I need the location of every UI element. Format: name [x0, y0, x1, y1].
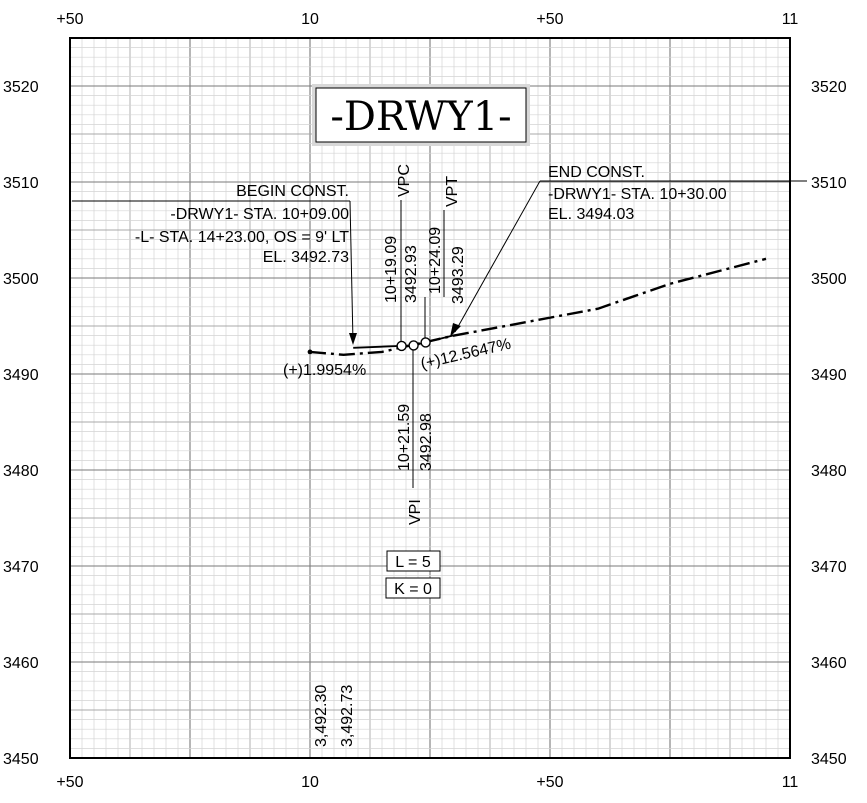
plot-frame [69, 37, 791, 759]
leader-arrow [450, 323, 461, 337]
begin-const-offset: -L- STA. 14+23.00, OS = 9' LT [135, 229, 349, 246]
axis-ticks: +50 10 +50 11 +50 10 +50 11 3520 3510 35… [3, 11, 847, 791]
left-tick-label: 3520 [3, 79, 39, 96]
end-const-header: END CONST. [548, 164, 645, 181]
grade-in-label: (+)1.9954% [283, 362, 366, 379]
top-tick-label: 10 [301, 11, 319, 28]
curve-length-label: L = 5 [395, 554, 431, 571]
existing-elevation-label: 3,492.30 [313, 685, 330, 747]
vpt-callout: VPT 10+24.09 3493.29 [424, 176, 467, 338]
left-tick-label: 3460 [3, 655, 39, 672]
title-box: -DRWY1- [312, 84, 530, 146]
bottom-tick-label: 11 [782, 774, 799, 791]
right-tick-label: 3460 [811, 655, 847, 672]
vpi-callout: 10+21.59 3492.98 VPI [396, 350, 435, 525]
right-tick-label: 3500 [811, 271, 847, 288]
left-tick-label: 3480 [3, 463, 39, 480]
bottom-tick-label: 10 [301, 774, 319, 791]
top-tick-label: 11 [782, 11, 799, 28]
pvi-circle [396, 340, 407, 352]
begin-const-header: BEGIN CONST. [236, 183, 349, 200]
end-const-callout: END CONST. -DRWY1- STA. 10+30.00 EL. 349… [450, 164, 807, 337]
pvi-points [307, 337, 431, 355]
begin-const-station: -DRWY1- STA. 10+09.00 [170, 206, 349, 223]
existing-start-dot [307, 349, 313, 355]
vpc-station: 10+19.09 [383, 236, 400, 303]
bottom-tick-label: +50 [536, 774, 563, 791]
begin-const-callout: BEGIN CONST. -DRWY1- STA. 10+09.00 -L- S… [72, 183, 357, 345]
top-tick-label: +50 [536, 11, 563, 28]
right-tick-label: 3470 [811, 559, 847, 576]
pvi-circle [408, 340, 419, 351]
right-tick-label: 3450 [811, 751, 847, 768]
begin-const-elevation: EL. 3492.73 [263, 249, 349, 266]
right-tick-label: 3480 [811, 463, 847, 480]
left-tick-label: 3470 [3, 559, 39, 576]
vpc-callout: VPC 10+19.09 3492.93 [383, 164, 420, 342]
end-const-elevation: EL. 3494.03 [548, 206, 634, 223]
vpi-station: 10+21.59 [396, 404, 413, 471]
right-tick-label: 3520 [811, 79, 847, 96]
curve-k-label: K = 0 [394, 581, 432, 598]
left-tick-label: 3500 [3, 271, 39, 288]
top-tick-label: +50 [56, 11, 83, 28]
right-tick-label: 3510 [811, 175, 847, 192]
vpc-elevation: 3492.93 [403, 245, 420, 303]
bottom-tick-label: +50 [56, 774, 83, 791]
end-const-station: -DRWY1- STA. 10+30.00 [548, 186, 727, 203]
curve-length-box: L = 5 [386, 550, 441, 572]
vpi-label: VPI [407, 499, 424, 525]
pvi-circle [420, 337, 431, 348]
left-tick-label: 3450 [3, 751, 39, 768]
vpt-elevation: 3493.29 [450, 246, 467, 304]
vpi-elevation: 3492.98 [418, 413, 435, 471]
profile-title: -DRWY1- [330, 94, 511, 140]
right-tick-label: 3490 [811, 367, 847, 384]
vpt-station: 10+24.09 [427, 227, 444, 294]
vpc-label: VPC [396, 164, 413, 197]
vpt-label: VPT [444, 176, 461, 207]
left-tick-label: 3490 [3, 367, 39, 384]
curve-k-box: K = 0 [385, 577, 441, 599]
left-tick-label: 3510 [3, 175, 39, 192]
proposed-elevation-label: 3,492.73 [339, 685, 356, 747]
leader-arrow [349, 333, 357, 345]
